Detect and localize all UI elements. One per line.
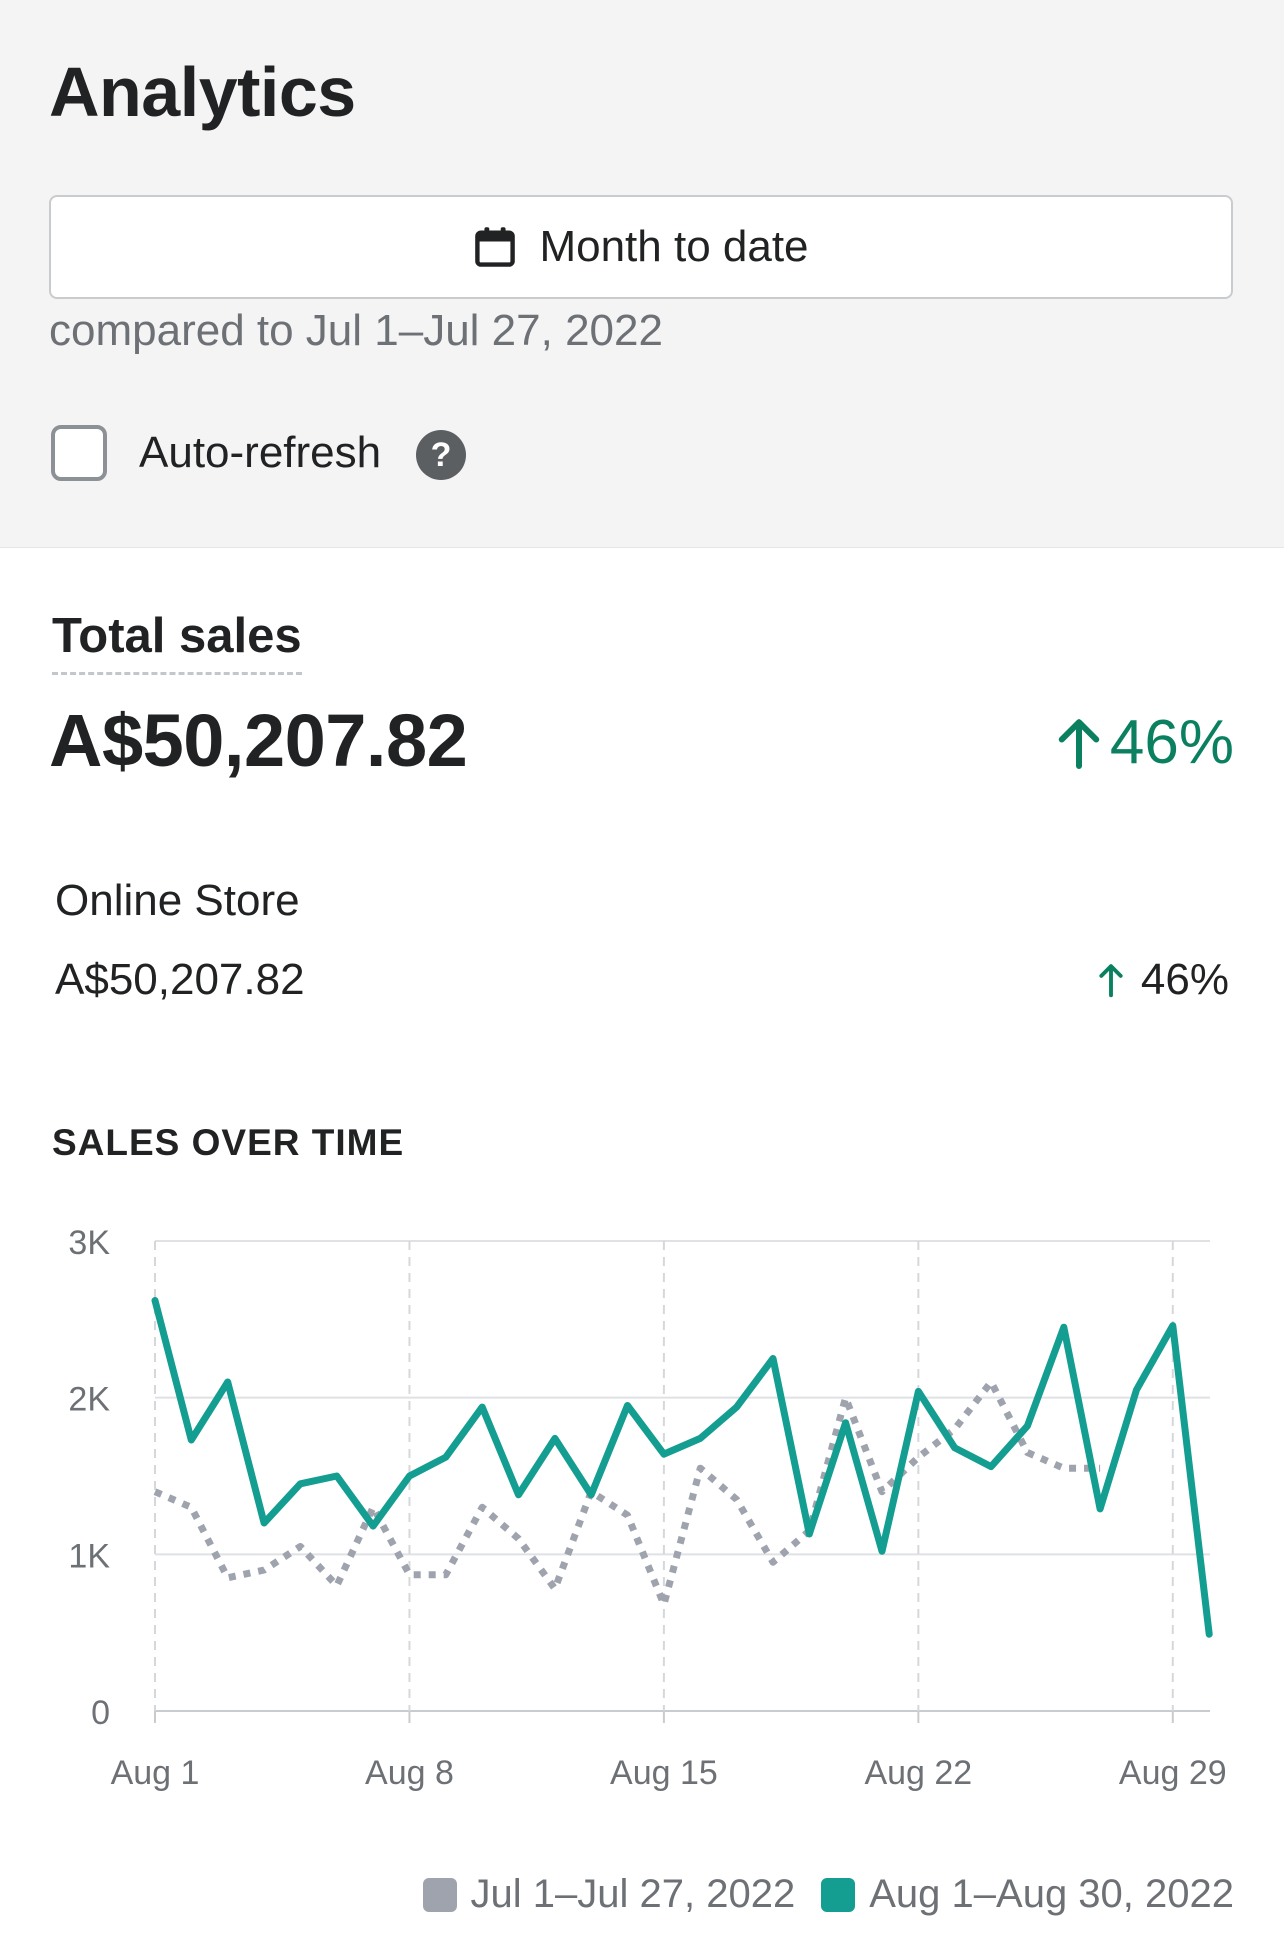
- channel-change-value: 46%: [1140, 955, 1229, 1004]
- comparison-period-text: compared to Jul 1–Jul 27, 2022: [49, 306, 663, 355]
- y-tick-label: 3K: [68, 1224, 110, 1262]
- total-sales-change: 46%: [1056, 707, 1234, 778]
- total-sales-value: A$50,207.82: [49, 699, 468, 782]
- legend-item-previous: Jul 1–Jul 27, 2022: [422, 1872, 796, 1917]
- x-tick-label: Aug 1: [111, 1754, 200, 1792]
- x-tick-label: Aug 15: [610, 1754, 718, 1792]
- y-tick-label: 1K: [68, 1537, 110, 1575]
- help-icon[interactable]: ?: [416, 430, 466, 480]
- legend-label-current: Aug 1–Aug 30, 2022: [869, 1872, 1234, 1916]
- chart-legend: Jul 1–Jul 27, 2022 Aug 1–Aug 30, 2022: [422, 1872, 1234, 1917]
- total-sales-change-value: 46%: [1109, 708, 1234, 777]
- date-range-label: Month to date: [539, 222, 809, 271]
- arrow-up-icon: [1058, 718, 1100, 769]
- total-sales-label[interactable]: Total sales: [52, 608, 302, 675]
- calendar-icon: [475, 227, 516, 267]
- x-tick-label: Aug 29: [1119, 1754, 1227, 1792]
- series-line-previous: [153, 1378, 1101, 1608]
- y-tick-label: 2K: [68, 1381, 110, 1419]
- channel-name: Online Store: [55, 876, 300, 925]
- channel-value: A$50,207.82: [55, 955, 305, 1004]
- date-range-button[interactable]: Month to date: [49, 195, 1233, 299]
- chart-title: SALES OVER TIME: [52, 1122, 405, 1163]
- channel-change: 46%: [1097, 955, 1229, 1005]
- arrow-up-icon: [1099, 964, 1123, 998]
- series-line-current: [151, 1297, 1213, 1638]
- y-tick-label: 0: [91, 1694, 110, 1732]
- sales-over-time-chart: 0 1K 2K 3K Aug 1 Aug 8 Aug 15 Aug 22 Aug 29: [68, 1224, 1227, 1792]
- page-title: Analytics: [49, 53, 356, 131]
- x-tick-label: Aug 22: [864, 1754, 972, 1792]
- legend-item-current: Aug 1–Aug 30, 2022: [821, 1872, 1234, 1917]
- legend-swatch-current: [821, 1877, 856, 1912]
- auto-refresh-label[interactable]: Auto-refresh: [139, 428, 382, 477]
- x-tick-label: Aug 8: [365, 1754, 454, 1792]
- top-panel: Analytics Month to date compared to Jul …: [0, 0, 1284, 548]
- legend-swatch-previous: [422, 1877, 457, 1912]
- auto-refresh-checkbox[interactable]: [51, 425, 107, 481]
- legend-label-previous: Jul 1–Jul 27, 2022: [470, 1872, 796, 1916]
